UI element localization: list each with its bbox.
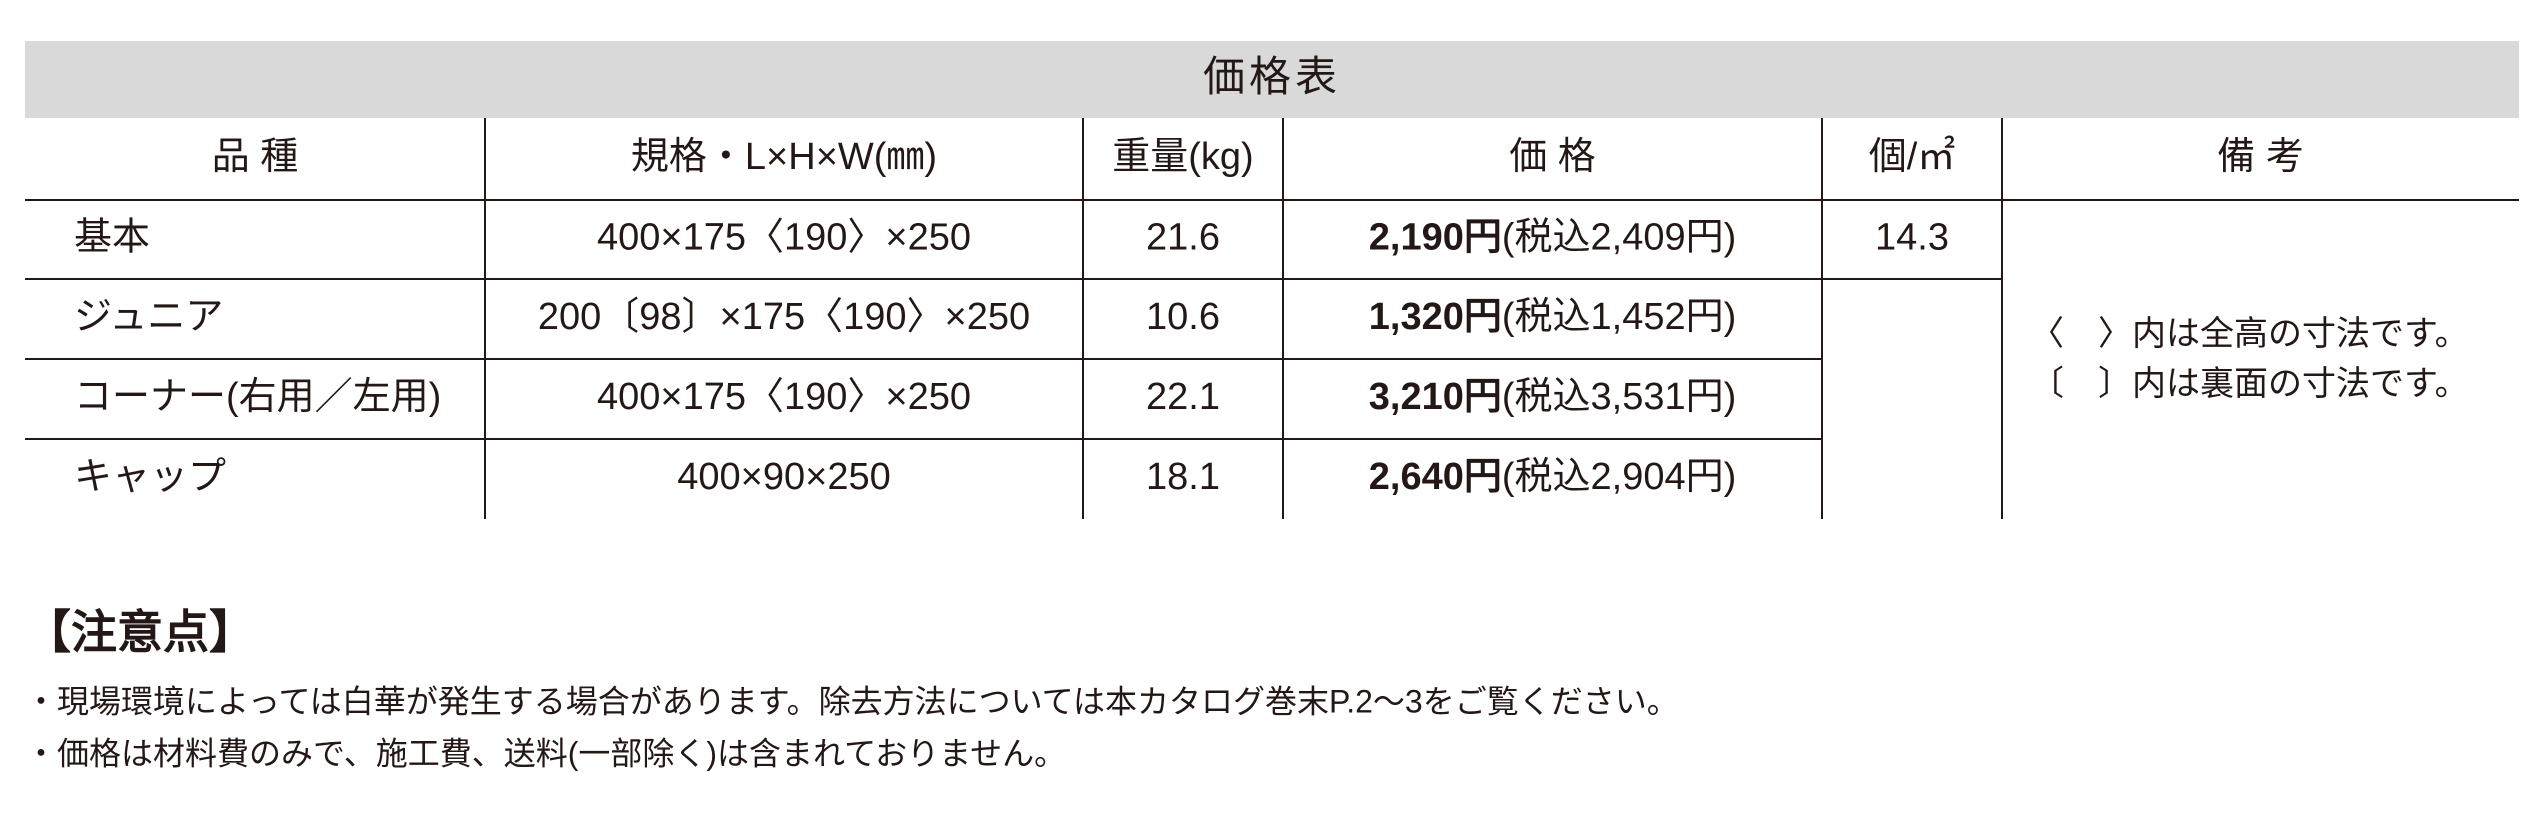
price: 2,640円(税込2,904円) xyxy=(1369,456,1737,498)
column-header: 個/㎡ xyxy=(1869,136,1956,178)
price-value: 1,320円 xyxy=(1369,296,1502,338)
product-type: 基本 xyxy=(74,217,150,259)
weight: 22.1 xyxy=(1146,376,1220,418)
price-value: 3,210円 xyxy=(1369,376,1502,418)
column-header: 規格・L×H×W(㎜) xyxy=(631,136,937,178)
per-sqm: 14.3 xyxy=(1875,217,1949,259)
product-type: キャップ xyxy=(74,456,226,498)
size: 400×175〈190〉×250 xyxy=(597,376,971,418)
price: 3,210円(税込3,531円) xyxy=(1369,376,1737,418)
product-type: コーナー(右用／左用) xyxy=(74,376,441,418)
column-header: 重量(kg) xyxy=(1112,136,1253,178)
table-cells: 品 種 規格・L×H×W(㎜) 重量(kg) 価 格 個/㎡ 備 考基本 400×175〈1… xyxy=(74,136,2469,498)
note: ・現場環境によっては白華が発生する場合があります。除去方法については本カタログ巻… xyxy=(25,683,1679,719)
remark: 〈 〉内は全高の寸法です。 xyxy=(2030,315,2469,353)
size: 400×90×250 xyxy=(677,456,890,498)
price-value: 2,190円 xyxy=(1369,217,1502,259)
column-header: 価 格 xyxy=(1509,136,1596,178)
notes-heading: 【注意点】 xyxy=(25,606,255,658)
column-header: 品 種 xyxy=(212,136,299,178)
weight: 18.1 xyxy=(1146,456,1220,498)
price: 2,190円(税込2,409円) xyxy=(1369,217,1737,259)
weight: 21.6 xyxy=(1146,217,1220,259)
price-tax: (税込2,409円) xyxy=(1502,217,1736,259)
table-grid xyxy=(25,118,2519,519)
product-type: ジュニア xyxy=(74,296,223,338)
price-value: 2,640円 xyxy=(1369,456,1502,498)
size: 400×175〈190〉×250 xyxy=(597,217,971,259)
title-bar xyxy=(25,41,2519,118)
size: 200〔98〕×175〈190〉×250 xyxy=(538,296,1030,338)
note: ・価格は材料費のみで、施工費、送料(一部除く)は含まれておりません。 xyxy=(25,735,1066,771)
table-title: 価格表 xyxy=(1203,53,1341,100)
remark: 〔 〕内は裏面の寸法です。 xyxy=(2030,365,2469,403)
price: 1,320円(税込1,452円) xyxy=(1369,296,1737,338)
price-tax: (税込3,531円) xyxy=(1502,376,1736,418)
price-tax: (税込1,452円) xyxy=(1502,296,1736,338)
weight: 10.6 xyxy=(1146,296,1220,338)
column-header: 備 考 xyxy=(2217,136,2304,178)
price-tax: (税込2,904円) xyxy=(1502,456,1736,498)
